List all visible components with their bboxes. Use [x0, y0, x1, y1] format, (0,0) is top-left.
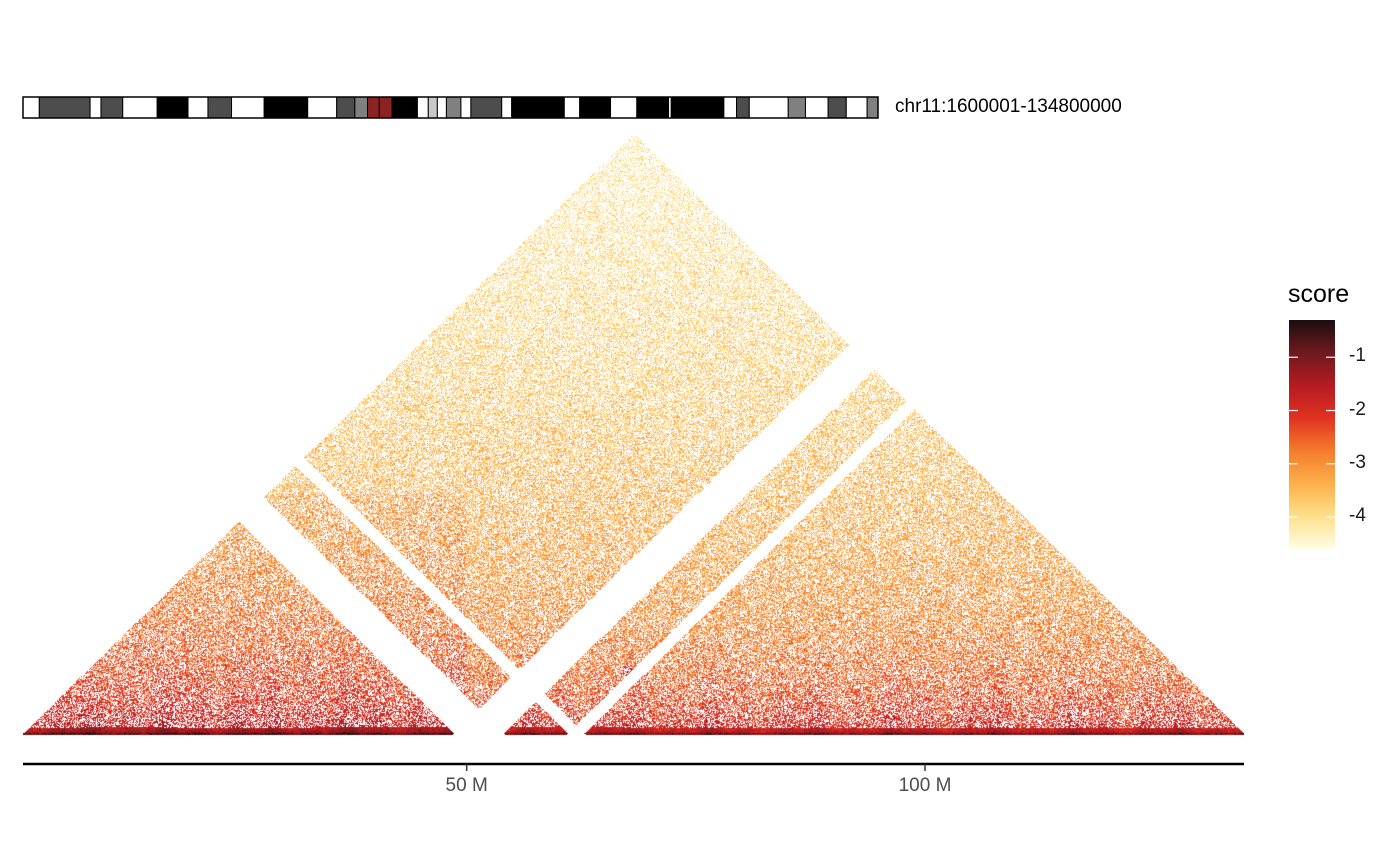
ideogram-band-27 — [636, 96, 670, 119]
ideogram-band-26 — [610, 96, 638, 119]
ideogram-band-5 — [156, 96, 189, 119]
ideogram-band-24 — [563, 96, 581, 119]
ideogram-band-15 — [391, 96, 418, 119]
ideogram-band-12 — [354, 96, 369, 119]
legend-title: score — [1288, 280, 1350, 308]
ideogram-band-8 — [231, 96, 265, 119]
ideogram-band-37 — [866, 96, 879, 119]
ideogram-band-17 — [427, 96, 438, 119]
ideogram-band-21 — [470, 96, 503, 119]
ideogram-band-2 — [89, 96, 102, 119]
ideogram-frame — [22, 96, 879, 119]
ideogram-band-0 — [22, 96, 40, 119]
ideogram-band-35 — [827, 96, 847, 119]
ideogram-band-30 — [723, 96, 738, 119]
heatmap-image — [23, 133, 1244, 737]
ideogram-band-13 — [367, 96, 380, 119]
ideogram-band-16 — [416, 96, 429, 119]
colorbar-legend — [1289, 320, 1335, 549]
ideogram-band-1 — [38, 96, 91, 119]
ideogram-band-32 — [748, 96, 789, 119]
ideogram-band-9 — [263, 96, 309, 119]
ideogram-band-6 — [187, 96, 209, 119]
ideogram-band-19 — [445, 96, 462, 119]
ideogram-band-11 — [336, 96, 356, 119]
colorbar — [1289, 320, 1335, 549]
contact-heatmap — [23, 133, 1244, 737]
ideogram-band-20 — [460, 96, 472, 119]
x-axis — [23, 762, 1244, 771]
region-label: chr11:1600001-134800000 — [895, 96, 1122, 117]
ideogram-band-31 — [736, 96, 750, 119]
ideogram-band-23 — [511, 96, 565, 119]
ideogram-band-18 — [436, 96, 447, 119]
ideogram-band-25 — [579, 96, 612, 119]
ideogram-band-4 — [122, 96, 158, 119]
legend-tick-label: -3 — [1349, 451, 1366, 473]
legend-tick-label: -2 — [1349, 398, 1366, 420]
ideogram-band-3 — [100, 96, 124, 119]
ideogram-band-22 — [501, 96, 513, 119]
ideogram-band-34 — [804, 96, 829, 119]
ideogram-band-36 — [845, 96, 868, 119]
ideogram-band-14 — [378, 96, 393, 119]
ideogram-band-29 — [670, 96, 725, 119]
x-tick-label: 100 M — [898, 775, 952, 796]
legend-tick-label: -4 — [1349, 505, 1366, 527]
ideogram-band-33 — [787, 96, 806, 119]
x-tick-label: 50 M — [445, 775, 488, 796]
ideogram-band-10 — [307, 96, 338, 119]
legend-tick-label: -1 — [1349, 345, 1366, 367]
chromosome-ideogram — [22, 96, 879, 119]
ideogram-band-7 — [207, 96, 233, 119]
